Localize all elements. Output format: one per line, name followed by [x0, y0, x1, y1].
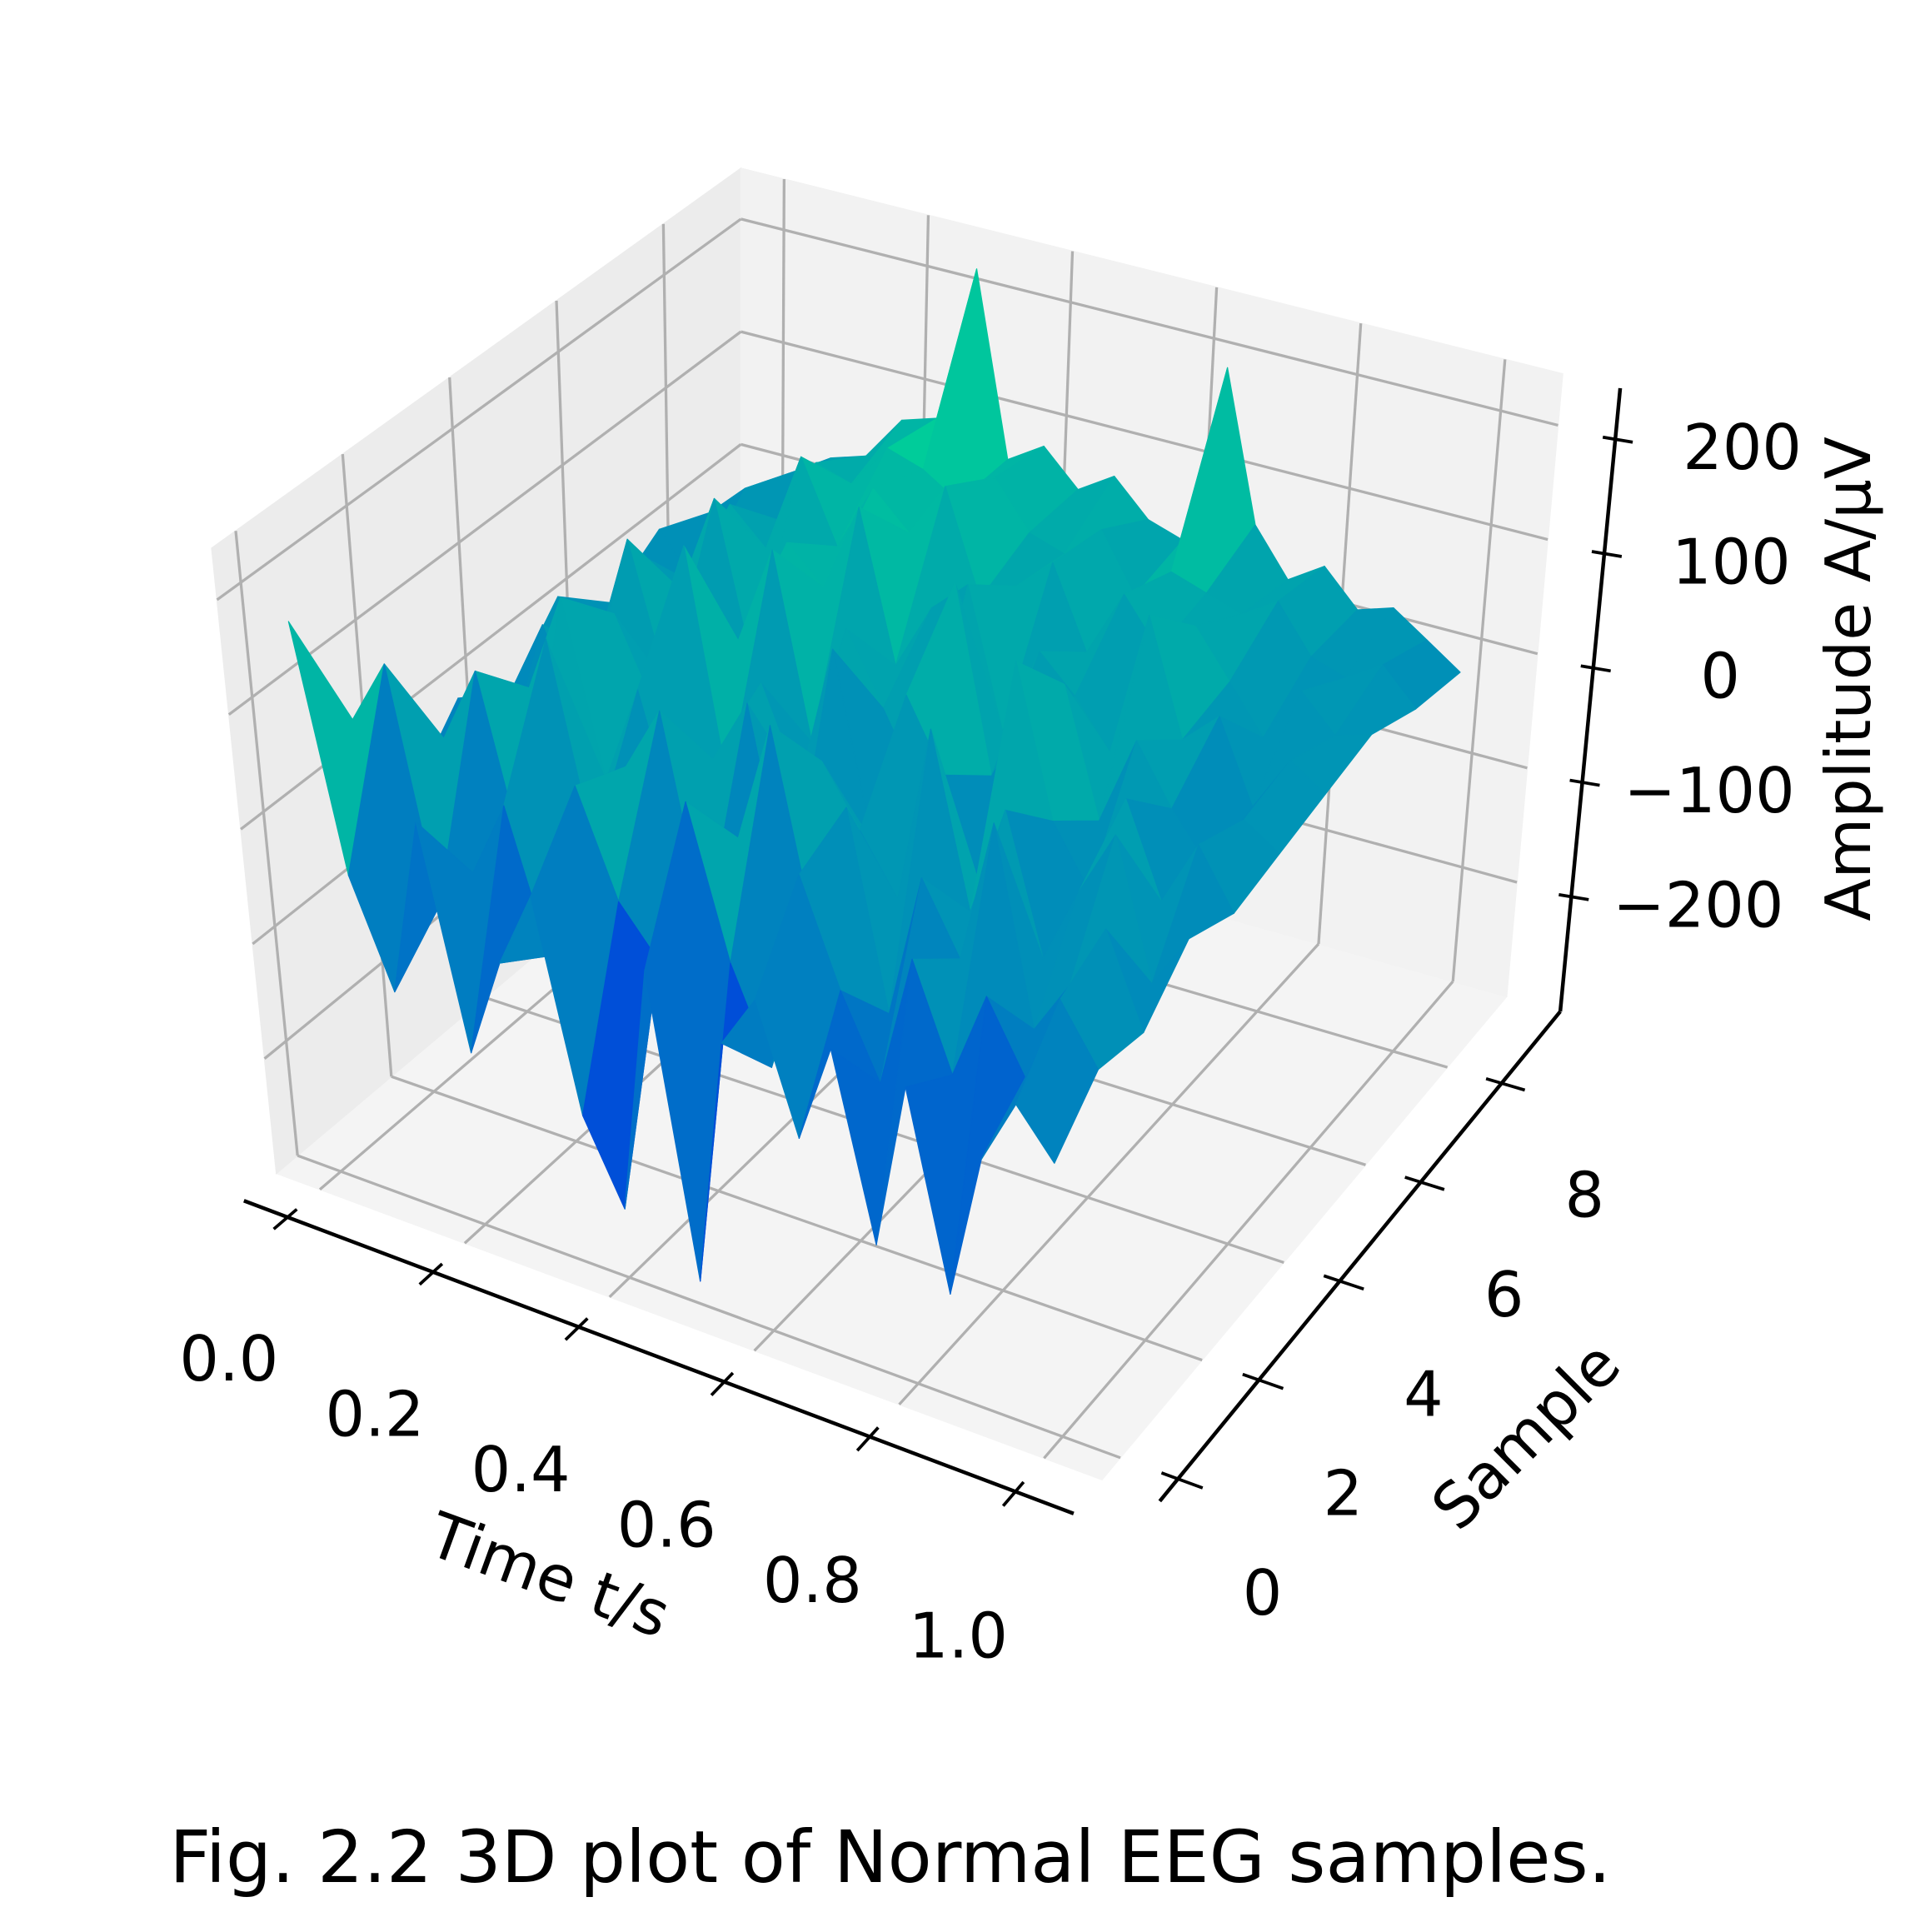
- y-axis-line: [1158, 1010, 1562, 1503]
- grid-line: [1451, 359, 1507, 982]
- tick-mark: [1323, 1274, 1364, 1290]
- tick-mark: [1160, 1471, 1204, 1490]
- z-tick-label: −100: [1623, 755, 1794, 827]
- y-tick-label: 6: [1484, 1259, 1524, 1331]
- tick-mark: [855, 1426, 880, 1452]
- x-tick-label: 0.2: [326, 1379, 425, 1451]
- x-tick-label: 0.0: [179, 1323, 278, 1395]
- z-tick-label: −200: [1613, 869, 1783, 941]
- z-axis-line: [1558, 387, 1623, 1012]
- tick-mark: [564, 1317, 589, 1341]
- tick-mark: [1602, 435, 1633, 444]
- x-tick-label: 0.6: [617, 1490, 716, 1562]
- surface-patch: [1015, 999, 1100, 1164]
- x-tick-label: 1.0: [909, 1600, 1008, 1672]
- grid-line: [741, 330, 1548, 542]
- z-tick-label: 200: [1683, 412, 1802, 484]
- y-tick-label: 2: [1323, 1458, 1363, 1530]
- y-axis-label: Sample: [1418, 1327, 1634, 1544]
- grid-line: [741, 217, 1558, 427]
- x-tick-label: 0.4: [471, 1434, 571, 1506]
- tick-mark: [1591, 550, 1623, 558]
- tick-mark: [1242, 1372, 1284, 1390]
- tick-mark: [1580, 664, 1611, 673]
- caption: Fig. 2.2 3D plot of Normal EEG samples.: [169, 1816, 1611, 1900]
- z-tick-label: 100: [1672, 526, 1791, 598]
- grid-line: [216, 217, 742, 602]
- y-tick-label: 8: [1565, 1159, 1605, 1231]
- grid-line: [234, 531, 299, 1156]
- tick-mark: [418, 1262, 444, 1286]
- surface: [287, 268, 1461, 1295]
- x-tick-label: 0.8: [763, 1545, 862, 1617]
- tick-mark: [272, 1208, 298, 1231]
- tick-mark: [1485, 1076, 1526, 1092]
- tick-mark: [710, 1371, 735, 1396]
- grid-line: [898, 942, 1320, 1405]
- grid-line: [1043, 981, 1454, 1460]
- tick-mark: [1569, 778, 1600, 787]
- tick-mark: [1001, 1480, 1025, 1507]
- y-tick-label: 0: [1243, 1557, 1283, 1630]
- y-tick-label: 4: [1404, 1358, 1444, 1430]
- tick-mark: [1404, 1176, 1445, 1191]
- z-axis-label: Amplitude A/μV: [1813, 437, 1885, 921]
- grid-line: [227, 330, 742, 716]
- grid-line: [391, 1075, 1203, 1362]
- x-axis-line: [243, 1199, 1075, 1515]
- tick-mark: [1558, 893, 1589, 901]
- z-tick-label: 0: [1700, 641, 1740, 713]
- grid-line: [297, 1154, 1121, 1460]
